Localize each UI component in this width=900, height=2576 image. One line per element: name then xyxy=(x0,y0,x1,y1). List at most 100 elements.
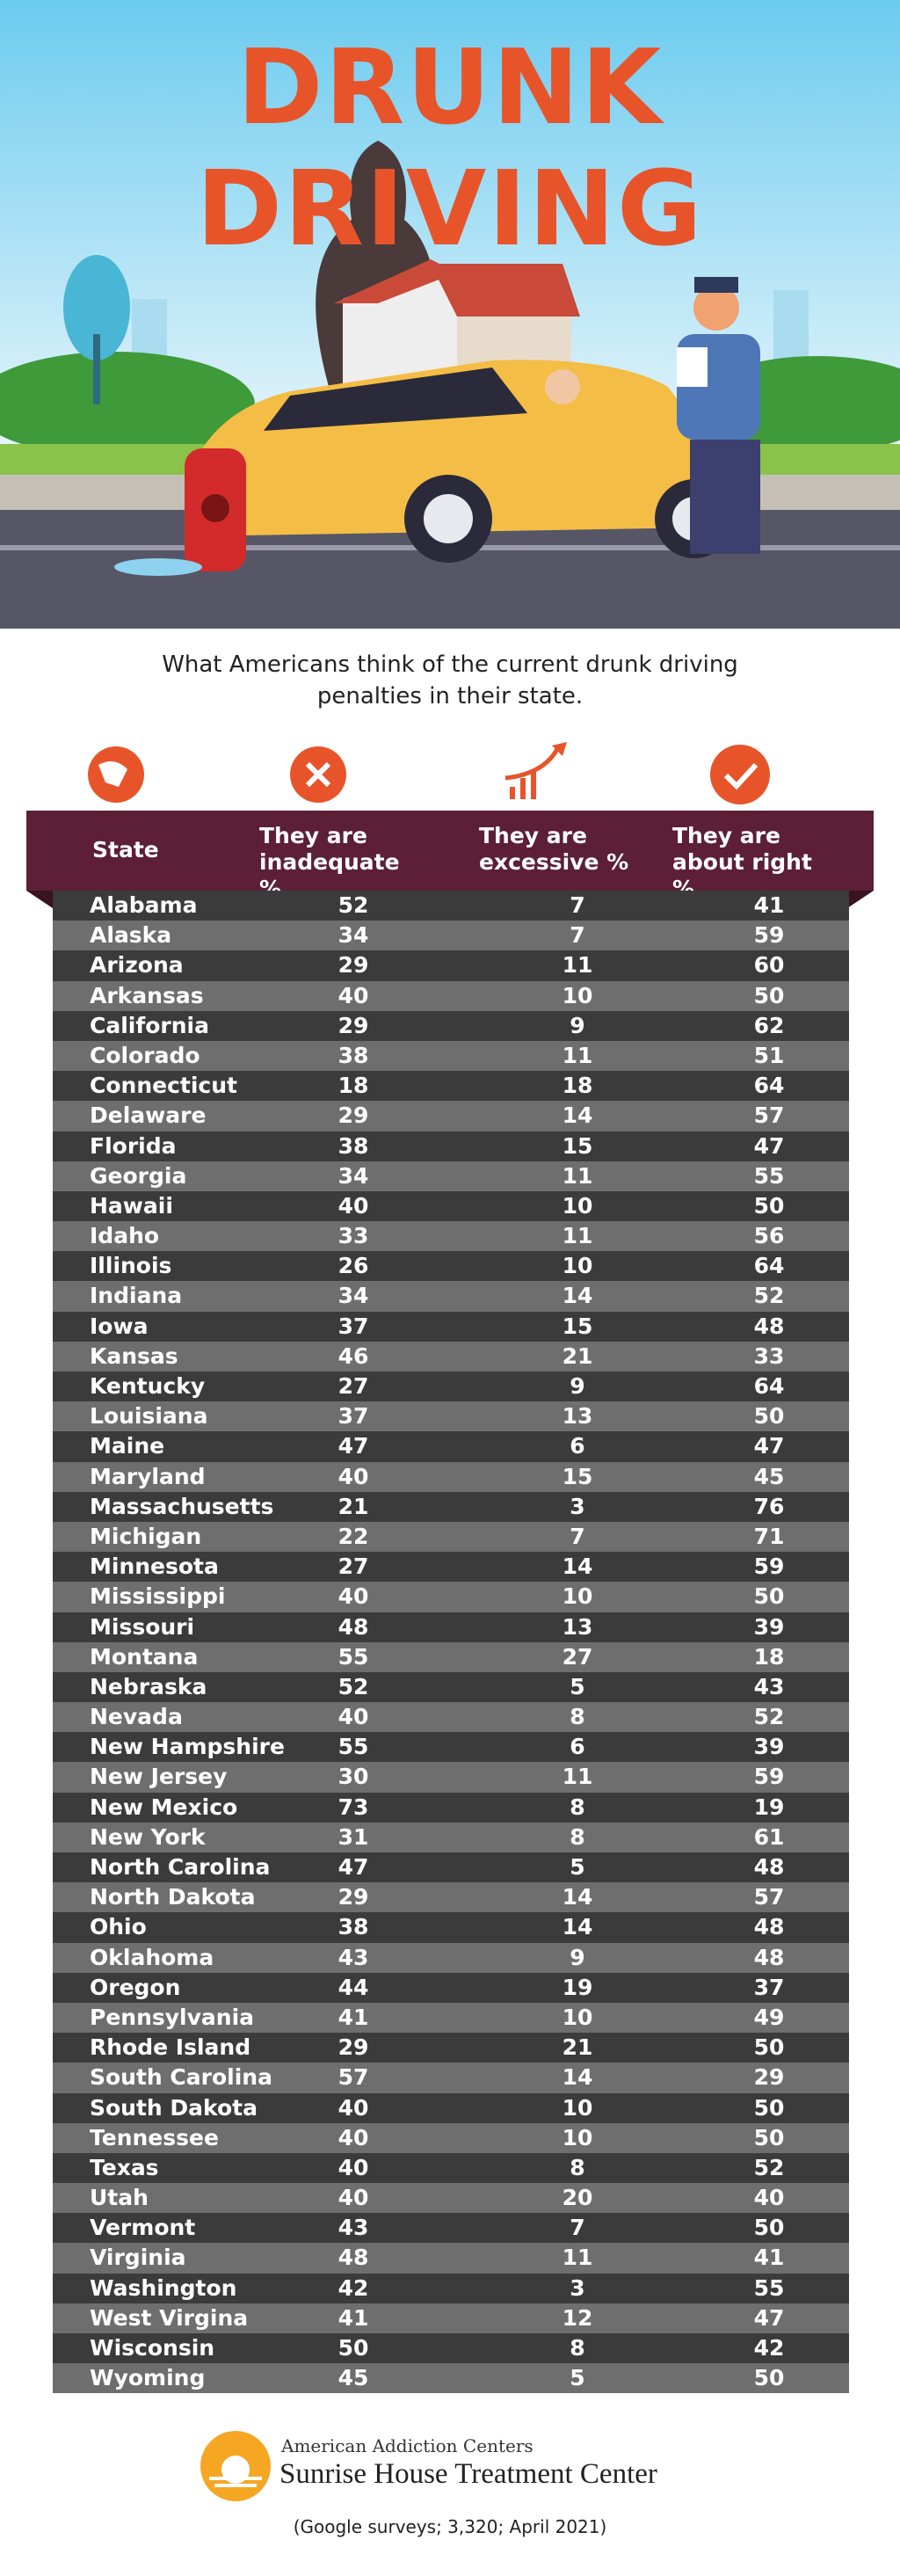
value-cell: 6 xyxy=(570,1734,585,1760)
value-cell: 48 xyxy=(338,2245,369,2271)
table-row: Arizona 29 11 60 xyxy=(53,950,849,981)
illustration xyxy=(0,0,900,629)
value-cell: 43 xyxy=(338,1944,369,1970)
brand-name: Sunrise House Treatment Center xyxy=(279,2458,657,2490)
table-row: Utah 40 20 40 xyxy=(53,2183,849,2214)
value-cell: 37 xyxy=(338,1313,369,1339)
value-cell: 14 xyxy=(562,2064,593,2091)
value-cell: 52 xyxy=(338,1673,369,1699)
state-cell: South Carolina xyxy=(90,2064,272,2091)
state-cell: Ohio xyxy=(90,1914,147,1940)
value-cell: 56 xyxy=(753,1223,785,1249)
value-cell: 18 xyxy=(562,1073,593,1099)
value-cell: 21 xyxy=(562,1343,593,1369)
table-row: Virginia 48 11 41 xyxy=(53,2243,849,2274)
state-cell: Kentucky xyxy=(90,1373,206,1399)
table-row: Wyoming 45 5 50 xyxy=(53,2363,849,2394)
value-cell: 42 xyxy=(753,2335,785,2361)
value-cell: 48 xyxy=(753,1944,785,1970)
value-cell: 5 xyxy=(570,1673,585,1699)
value-cell: 49 xyxy=(753,2004,785,2030)
value-cell: 40 xyxy=(338,1704,369,1730)
value-cell: 41 xyxy=(753,892,785,918)
table-row: Wisconsin 50 8 42 xyxy=(53,2333,849,2364)
state-cell: Massachusetts xyxy=(90,1493,274,1519)
value-cell: 29 xyxy=(338,2034,369,2061)
value-cell: 14 xyxy=(562,1914,593,1940)
value-cell: 41 xyxy=(338,2304,369,2331)
state-cell: California xyxy=(90,1012,209,1038)
value-cell: 64 xyxy=(753,1073,785,1099)
column-header: They are excessive % xyxy=(479,823,629,875)
value-cell: 3 xyxy=(570,2274,585,2301)
table-row: Pennsylvania 41 10 49 xyxy=(53,2002,849,2034)
value-cell: 59 xyxy=(753,922,785,949)
value-cell: 18 xyxy=(338,1073,369,1099)
value-cell: 43 xyxy=(338,2215,369,2241)
value-cell: 12 xyxy=(562,2304,593,2331)
value-cell: 14 xyxy=(562,1102,593,1129)
subtitle: What Americans think of the current drun… xyxy=(162,651,738,709)
value-cell: 14 xyxy=(562,1884,593,1910)
state-cell: West Virgina xyxy=(90,2304,249,2331)
column-header: They are inadequate % xyxy=(259,823,400,901)
value-cell: 50 xyxy=(753,982,785,1008)
value-cell: 50 xyxy=(338,2335,369,2361)
value-cell: 13 xyxy=(562,1613,593,1640)
value-cell: 40 xyxy=(338,2124,369,2150)
org-name: American Addiction Centers xyxy=(281,2435,533,2456)
state-cell: Rhode Island xyxy=(90,2034,251,2061)
state-cell: Idaho xyxy=(90,1223,160,1249)
value-cell: 30 xyxy=(338,1764,369,1790)
state-cell: Delaware xyxy=(90,1102,207,1129)
table-row: Hawaii 40 10 50 xyxy=(53,1190,849,1222)
table-row: Iowa 37 15 48 xyxy=(53,1311,849,1342)
value-cell: 14 xyxy=(562,1554,593,1580)
value-cell: 21 xyxy=(338,1493,369,1519)
table-row: Oregon 44 19 37 xyxy=(53,1972,849,2003)
table-row: Kentucky 27 9 64 xyxy=(53,1372,849,1402)
value-cell: 57 xyxy=(753,1102,785,1129)
value-cell: 71 xyxy=(753,1523,785,1549)
state-cell: Kansas xyxy=(90,1343,178,1369)
value-cell: 44 xyxy=(338,1974,369,2000)
state-cell: Florida xyxy=(90,1132,177,1159)
table-row: Rhode Island 29 21 50 xyxy=(53,2033,849,2063)
table-row: North Dakota 29 14 57 xyxy=(53,1882,849,1913)
value-cell: 34 xyxy=(338,1283,369,1309)
state-cell: Vermont xyxy=(90,2215,196,2241)
state-cell: Pennsylvania xyxy=(90,2004,255,2030)
value-cell: 55 xyxy=(753,1162,785,1189)
value-cell: 13 xyxy=(562,1403,593,1430)
value-cell: 29 xyxy=(338,1102,369,1129)
value-cell: 10 xyxy=(562,982,593,1008)
value-cell: 7 xyxy=(570,922,585,949)
state-cell: Wisconsin xyxy=(90,2335,215,2361)
table-row: Texas 40 8 52 xyxy=(53,2152,849,2184)
state-cell: Minnesota xyxy=(90,1554,219,1580)
value-cell: 50 xyxy=(753,2124,785,2150)
table-row: Mississippi 40 10 50 xyxy=(53,1582,849,1612)
value-cell: 47 xyxy=(753,1132,785,1159)
value-cell: 37 xyxy=(753,1974,785,2000)
table-row: Washington 42 3 55 xyxy=(53,2273,849,2303)
value-cell: 10 xyxy=(562,2094,593,2121)
state-cell: New Jersey xyxy=(90,1764,228,1790)
value-cell: 9 xyxy=(570,1012,585,1038)
value-cell: 7 xyxy=(570,2215,585,2241)
table-row: Illinois 26 10 64 xyxy=(53,1251,849,1282)
value-cell: 6 xyxy=(570,1433,585,1459)
value-cell: 29 xyxy=(338,1012,369,1038)
value-cell: 10 xyxy=(562,1192,593,1219)
value-cell: 38 xyxy=(338,1132,369,1159)
value-cell: 14 xyxy=(562,1283,593,1309)
value-cell: 11 xyxy=(562,1223,593,1249)
value-cell: 34 xyxy=(338,922,369,949)
state-cell: Nevada xyxy=(90,1704,183,1730)
table-row: North Carolina 47 5 48 xyxy=(53,1852,849,1883)
value-cell: 22 xyxy=(338,1523,369,1549)
state-cell: Oregon xyxy=(90,1974,181,2000)
value-cell: 47 xyxy=(753,1433,785,1459)
value-cell: 11 xyxy=(562,1042,593,1068)
